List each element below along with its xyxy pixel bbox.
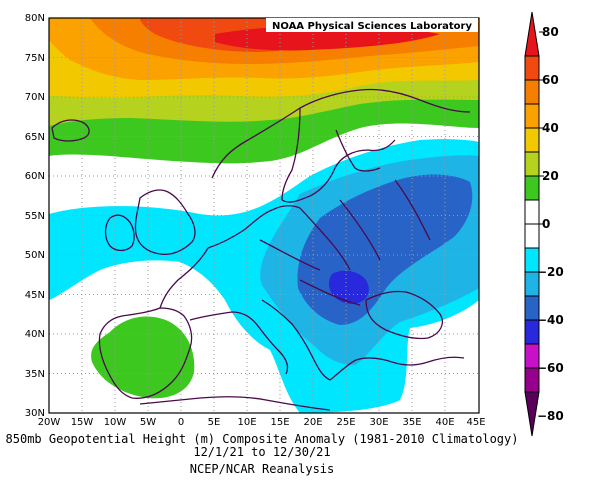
lon-label: 35E [402, 417, 421, 428]
north-africa-coast [139, 396, 331, 411]
colorbar-labels: 80 60 40 20 0 −20 −40 −60 −80 [537, 25, 564, 423]
gb-coast [134, 189, 196, 256]
colorbar-swatch-n10 [524, 223, 540, 249]
lon-label: 5W [140, 417, 156, 428]
lon-labels: 20W 15W 10W 5W 0 5E 10E 15E 20E 25E 30E … [38, 417, 486, 428]
colorbar-tick-label: 60 [542, 73, 559, 87]
anomaly-field [49, 18, 479, 413]
lon-label: 15W [71, 417, 94, 428]
colorbar-swatch-p80 [524, 11, 540, 57]
colorbar-tick-label: 0 [542, 217, 550, 231]
colorbar-swatch-p40 [524, 127, 540, 153]
lon-label: 15E [270, 417, 289, 428]
lat-label: 40N [25, 329, 45, 340]
baltic-coast [281, 139, 396, 203]
continental-coast [159, 205, 301, 309]
contour-fill-iberia-p20 [91, 316, 195, 399]
finland-coast [335, 129, 381, 172]
lon-label: 5E [208, 417, 221, 428]
colorbar-tick-label: 20 [542, 169, 559, 183]
colorbar-tick-label: −20 [537, 265, 564, 279]
colorbar-swatch-p50 [524, 103, 540, 129]
colorbar-swatch-p30 [524, 151, 540, 177]
iberia-coast [98, 307, 193, 399]
lon-label: 10W [104, 417, 127, 428]
source-label-box [266, 18, 478, 32]
black-sea-coast [365, 290, 443, 340]
lat-label: 35N [25, 369, 45, 380]
lat-label: 80N [25, 13, 45, 24]
lon-label: 30E [369, 417, 388, 428]
lat-label: 30N [25, 408, 45, 419]
lat-label: 70N [25, 92, 45, 103]
greece-turkey-coast [329, 356, 465, 381]
norway-sweden-border [281, 107, 301, 201]
lon-label: 10E [237, 417, 256, 428]
lon-label: 40E [435, 417, 454, 428]
colorbar-swatch-n80 [524, 391, 540, 437]
colorbar-tick-label: 80 [542, 25, 559, 39]
colorbar-swatch-p70 [524, 55, 540, 81]
source-label: NOAA Physical Sciences Laboratory [272, 21, 473, 32]
colorbar-tick-label: −60 [537, 361, 564, 375]
figure-source: NCEP/NCAR Reanalysis [190, 462, 335, 476]
figure-date-range: 12/1/21 to 12/30/21 [193, 445, 330, 459]
contour-fill-n50 [328, 270, 369, 304]
map-frame [48, 17, 480, 414]
colorbar-swatch-p10 [524, 199, 540, 225]
colorbar-swatch-p60 [524, 79, 540, 105]
adriatic-coast [261, 299, 331, 381]
lon-label: 45E [466, 417, 485, 428]
lat-label: 45N [25, 290, 45, 301]
lat-label: 75N [25, 53, 45, 64]
scandinavia-coast [211, 88, 471, 179]
lat-label: 60N [25, 171, 45, 182]
ireland-coast [104, 214, 135, 252]
lon-label: 25E [336, 417, 355, 428]
colorbar-tick-label: −40 [537, 313, 564, 327]
lat-label: 50N [25, 250, 45, 261]
iceland-coast [51, 119, 90, 142]
coastlines [51, 88, 471, 411]
lat-label: 55N [25, 211, 45, 222]
lat-label: 65N [25, 132, 45, 143]
lon-label: 20E [303, 417, 322, 428]
colorbar-tick-label: 40 [542, 121, 559, 135]
lon-label: 20W [38, 417, 61, 428]
colorbar-tick-label: −80 [537, 409, 564, 423]
colorbar-swatch-p20 [524, 175, 540, 201]
lon-label: 0 [178, 417, 184, 428]
eastern-borders [259, 179, 431, 306]
france-italy-coast [189, 311, 289, 375]
lat-labels: 80N 75N 70N 65N 60N 55N 50N 45N 40N 35N … [25, 13, 45, 419]
figure-title: 850mb Geopotential Height (m) Composite … [6, 432, 519, 446]
colorbar [524, 11, 544, 437]
